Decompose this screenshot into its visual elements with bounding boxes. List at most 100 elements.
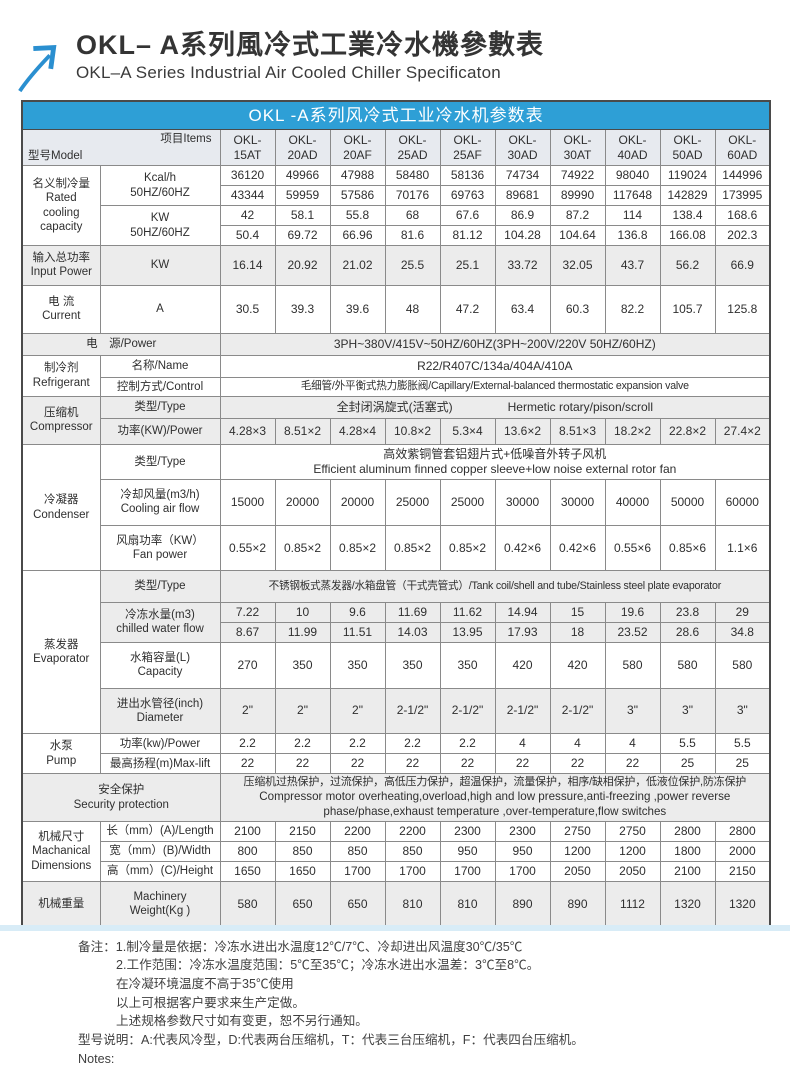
- note-line: Notes:: [78, 1050, 790, 1068]
- label-weight: Machinery Weight(Kg ): [100, 882, 220, 928]
- group-weight: 机械重量: [22, 882, 100, 928]
- value-cell: 58136: [440, 166, 495, 186]
- value-cell: 59959: [275, 186, 330, 206]
- value-cell: 800: [220, 842, 275, 862]
- note-line: 在冷凝环境温度不高于35℃使用: [116, 975, 790, 994]
- label-kw: KW 50HZ/60HZ: [100, 206, 220, 246]
- value-cell: 810: [440, 882, 495, 928]
- value-cell: 2": [220, 688, 275, 734]
- value-cell: 5.3×4: [440, 418, 495, 444]
- value-cell: 69763: [440, 186, 495, 206]
- label-width: 宽（mm）(B)/Width: [100, 842, 220, 862]
- value-cell: 49966: [275, 166, 330, 186]
- label-refrigerant-name: 名称/Name: [100, 355, 220, 377]
- corner-model-label: 型号Model: [28, 149, 82, 163]
- value-cell: 68: [385, 206, 440, 226]
- value-cell: 1320: [715, 882, 770, 928]
- safety-value-zh: 压缩机过热保护，过流保护，高低压力保护，超温保护，流量保护，相序/缺相保护，低液…: [222, 776, 769, 790]
- value-cell: 25000: [440, 479, 495, 525]
- value-cell: 66.9: [715, 246, 770, 286]
- value-cell: 270: [220, 642, 275, 688]
- page-header: OKL– A系列風冷式工業冷水機參數表 OKL–A Series Industr…: [0, 0, 790, 94]
- value-cell: 2200: [330, 822, 385, 842]
- value-cell: 105.7: [660, 285, 715, 333]
- value-cell: 2100: [660, 862, 715, 882]
- label-current-unit: A: [100, 285, 220, 333]
- value-cell: 19.6: [605, 602, 660, 622]
- value-cell: 30000: [495, 479, 550, 525]
- value-cell: 25000: [385, 479, 440, 525]
- label-compressor-type: 类型/Type: [100, 396, 220, 418]
- value-cell: 14.03: [385, 622, 440, 642]
- safety-row: 安全保护 Security protection 压缩机过热保护，过流保护，高低…: [22, 774, 770, 822]
- value-cell: 11.62: [440, 602, 495, 622]
- group-compressor: 压缩机 Compressor: [22, 396, 100, 444]
- value-cell: 25.1: [440, 246, 495, 286]
- value-cell: 10.8×2: [385, 418, 440, 444]
- value-cell: 2": [275, 688, 330, 734]
- model-header: OKL-25AD: [385, 130, 440, 166]
- label-cooling-air-flow: 冷却风量(m3/h) Cooling air flow: [100, 479, 220, 525]
- value-cell: 13.95: [440, 622, 495, 642]
- value-cell: 1700: [385, 862, 440, 882]
- label-condenser-type: 类型/Type: [100, 444, 220, 479]
- table-banner-row: OKL -A系列风冷式工业冷水机参数表: [22, 101, 770, 130]
- value-cell: 0.85×6: [660, 525, 715, 571]
- value-cell: 22: [605, 754, 660, 774]
- label-length: 长（mm）(A)/Length: [100, 822, 220, 842]
- condenser-airflow-row: 冷却风量(m3/h) Cooling air flow 15000 20000 …: [22, 479, 770, 525]
- value-cell: 850: [330, 842, 385, 862]
- value-cell: 2750: [550, 822, 605, 842]
- value-cell: 2-1/2": [495, 688, 550, 734]
- value-cell: 114: [605, 206, 660, 226]
- value-cell: 5.5: [660, 734, 715, 754]
- value-cell: 13.6×2: [495, 418, 550, 444]
- rated-kcal-50hz-row: 名义制冷量 Rated cooling capacity Kcal/h 50HZ…: [22, 166, 770, 186]
- value-cell: 2050: [550, 862, 605, 882]
- value-cell: 20000: [330, 479, 385, 525]
- value-cell: 2.2: [220, 734, 275, 754]
- group-evaporator: 蒸发器 Evaporator: [22, 571, 100, 734]
- condenser-type-zh: 高效紫铜管套铝翅片式+低噪音外转子风机: [222, 447, 769, 462]
- pump-lift-row: 最高扬程(m)Max-lift 22 22 22 22 22 22 22 22 …: [22, 754, 770, 774]
- label-pump-power: 功率(kw)/Power: [100, 734, 220, 754]
- value-cell: 58480: [385, 166, 440, 186]
- group-dimensions: 机械尺寸 Machanical Dimensions: [22, 822, 100, 882]
- value-cell: 58.1: [275, 206, 330, 226]
- value-cell: 0.85×2: [275, 525, 330, 571]
- value-cell: 60000: [715, 479, 770, 525]
- value-cell: 1650: [275, 862, 330, 882]
- value-cell: 0.55×2: [220, 525, 275, 571]
- pump-power-row: 水泵 Pump 功率(kw)/Power 2.2 2.2 2.2 2.2 2.2…: [22, 734, 770, 754]
- value-cell: 22: [330, 754, 385, 774]
- value-cell: 2": [330, 688, 385, 734]
- value-cell: 57586: [330, 186, 385, 206]
- current-row: 电 流 Current A 30.5 39.3 39.6 48 47.2 63.…: [22, 285, 770, 333]
- value-cell: 350: [440, 642, 495, 688]
- condenser-type-en: Efficient aluminum finned copper sleeve+…: [222, 462, 769, 477]
- evaporator-type-row: 蒸发器 Evaporator 类型/Type 不锈钢板式蒸发器/水箱盘管（干式壳…: [22, 571, 770, 602]
- value-cell: 1320: [660, 882, 715, 928]
- value-cell: 69.72: [275, 226, 330, 246]
- value-cell: 2300: [440, 822, 495, 842]
- value-cell: 2.2: [385, 734, 440, 754]
- safety-value: 压缩机过热保护，过流保护，高低压力保护，超温保护，流量保护，相序/缺相保护，低液…: [220, 774, 770, 822]
- power-source-row: 电 源/Power 3PH~380V/415V~50HZ/60HZ(3PH~20…: [22, 333, 770, 355]
- condenser-fan-power-row: 风扇功率（KW） Fan power 0.55×2 0.85×2 0.85×2 …: [22, 525, 770, 571]
- tank-capacity-row: 水箱容量(L) Capacity 270 350 350 350 350 420…: [22, 642, 770, 688]
- value-cell: 4: [605, 734, 660, 754]
- value-cell: 2200: [385, 822, 440, 842]
- value-cell: 1800: [660, 842, 715, 862]
- value-cell: 74734: [495, 166, 550, 186]
- value-cell: 0.55×6: [605, 525, 660, 571]
- value-cell: 950: [495, 842, 550, 862]
- page-title-en: OKL–A Series Industrial Air Cooled Chill…: [76, 63, 544, 83]
- model-header: OKL-25AF: [440, 130, 495, 166]
- dimension-width-row: 宽（mm）(B)/Width 800 850 850 850 950 950 1…: [22, 842, 770, 862]
- value-cell: 2800: [660, 822, 715, 842]
- rated-kw-50hz-row: KW 50HZ/60HZ 42 58.1 55.8 68 67.6 86.9 8…: [22, 206, 770, 226]
- value-cell: 22: [385, 754, 440, 774]
- value-cell: 420: [550, 642, 605, 688]
- value-cell: 104.64: [550, 226, 605, 246]
- value-cell: 1200: [550, 842, 605, 862]
